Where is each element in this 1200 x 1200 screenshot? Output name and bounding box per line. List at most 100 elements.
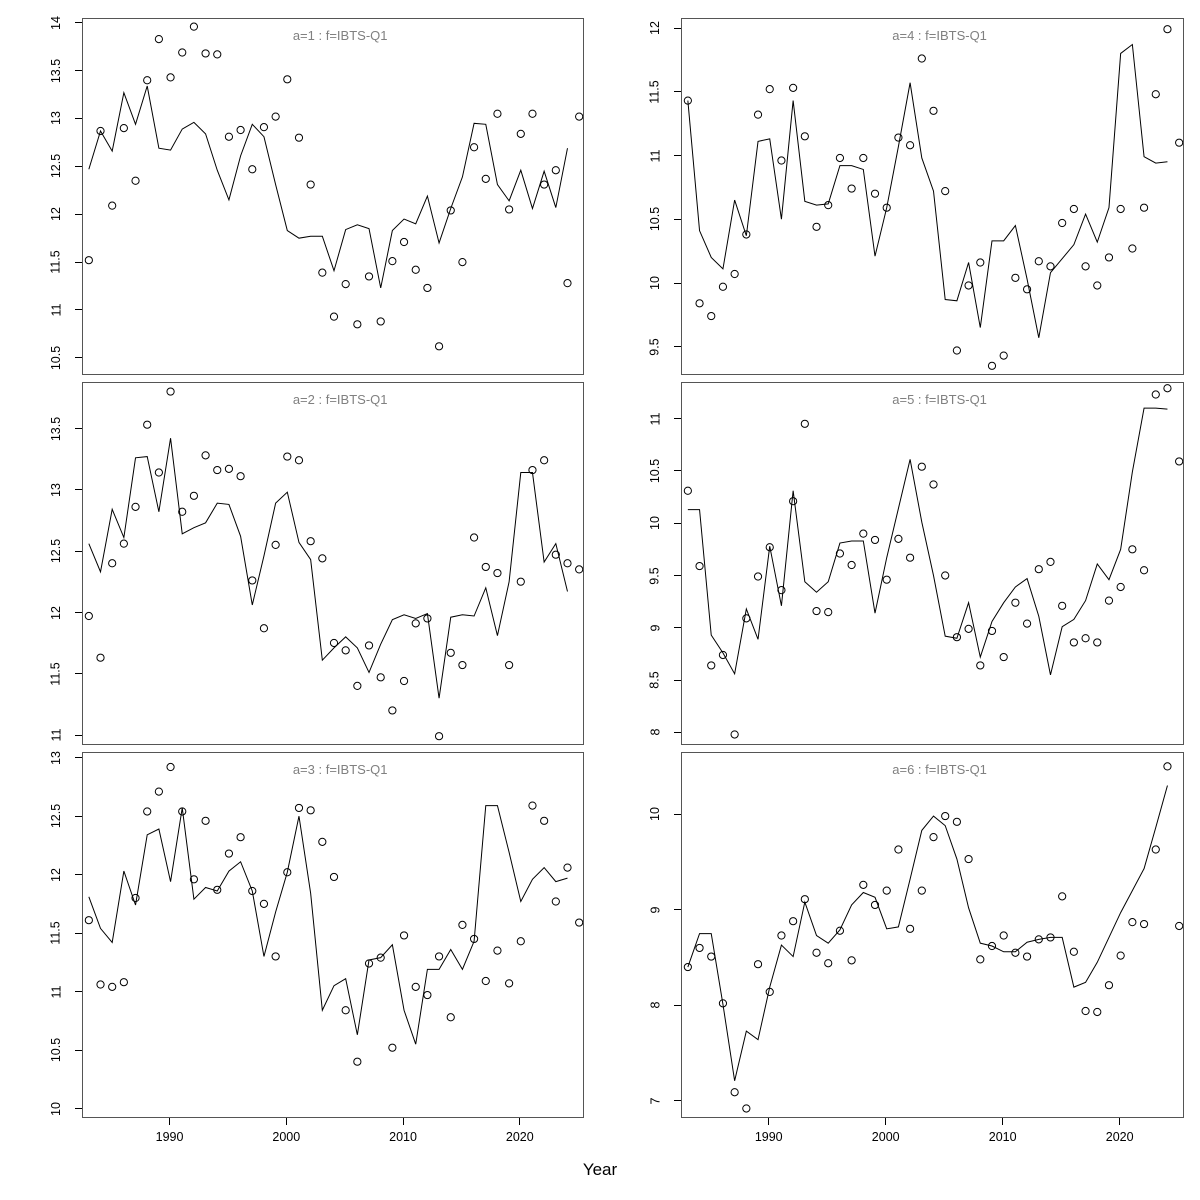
data-point [248, 576, 257, 585]
data-point [283, 452, 292, 461]
data-point [446, 648, 455, 657]
fitted-line [88, 438, 568, 699]
data-point [1151, 390, 1160, 399]
y-tick-mark [75, 1049, 82, 1051]
data-point [376, 673, 385, 682]
y-tick-mark [75, 991, 82, 993]
data-point [789, 917, 798, 926]
data-point [917, 462, 926, 471]
y-tick-mark [75, 309, 82, 311]
panel-title: a=4 : f=IBTS-Q1 [892, 28, 987, 43]
data-point [236, 833, 245, 842]
data-point [131, 176, 140, 185]
data-point [248, 165, 257, 174]
data-point [683, 962, 692, 972]
x-tick-label: 1990 [155, 1130, 184, 1144]
data-point [271, 112, 280, 121]
y-tick-mark [674, 91, 681, 93]
plot-area [681, 18, 1184, 375]
data-point [1139, 566, 1149, 575]
data-point [306, 537, 315, 546]
data-point [166, 762, 175, 772]
data-point [353, 681, 362, 691]
data-point [870, 900, 880, 910]
data-point [84, 916, 93, 925]
data-point [1104, 253, 1114, 262]
data-point [859, 529, 868, 538]
data-point [1128, 244, 1137, 253]
data-point [917, 54, 926, 63]
y-tick-mark [75, 673, 82, 675]
data-point [376, 953, 385, 962]
x-axis-label: Year [582, 1160, 618, 1179]
data-point [952, 817, 961, 826]
data-point [376, 317, 385, 326]
data-point [388, 1043, 397, 1052]
data-point [964, 624, 973, 633]
data-point [695, 299, 704, 308]
data-point [353, 320, 362, 329]
data-point [707, 661, 716, 670]
data-point [423, 283, 432, 293]
y-tick-mark [674, 522, 681, 524]
plot-area [681, 752, 1184, 1118]
data-point [493, 946, 502, 955]
data-point [1034, 257, 1043, 266]
y-tick-mark [674, 627, 681, 629]
data-point [941, 187, 950, 196]
data-point [683, 486, 692, 495]
y-tick-mark [674, 218, 681, 220]
data-point [1116, 204, 1125, 214]
x-tick-mark [1119, 1118, 1121, 1125]
y-tick-mark [75, 117, 82, 119]
data-point [108, 982, 117, 991]
data-point [941, 571, 950, 580]
data-point [248, 886, 257, 896]
data-point [1151, 845, 1160, 854]
data-point [1093, 281, 1102, 290]
data-point [388, 257, 397, 266]
data-point [540, 456, 549, 465]
y-tick-label: 10 [648, 807, 662, 822]
data-point [1069, 204, 1078, 214]
x-tick-label: 2020 [1105, 1130, 1134, 1144]
data-point [812, 606, 821, 616]
data-point [213, 465, 222, 475]
data-point [824, 201, 833, 210]
data-point [824, 608, 833, 617]
data-point [213, 50, 222, 59]
data-point [999, 652, 1008, 662]
x-tick-mark [169, 1118, 171, 1125]
data-point [929, 106, 938, 115]
data-point [166, 73, 175, 82]
data-point [399, 931, 409, 940]
data-point [575, 565, 583, 574]
data-point [96, 653, 105, 662]
data-point [753, 960, 763, 969]
data-point [84, 611, 93, 621]
data-point [999, 931, 1008, 940]
observed-points [683, 762, 1183, 1113]
data-point [695, 561, 704, 571]
data-point [976, 661, 985, 670]
data-point [824, 959, 833, 968]
data-point [718, 282, 728, 291]
data-point [765, 85, 774, 94]
data-point [812, 222, 821, 231]
data-point [551, 897, 560, 906]
x-tick-mark [285, 1118, 287, 1125]
data-point [96, 980, 105, 989]
data-point [859, 880, 868, 889]
data-point [1175, 138, 1183, 147]
x-tick-mark [1002, 1118, 1004, 1125]
y-tick-mark [75, 22, 82, 24]
data-point [964, 854, 973, 864]
data-point [870, 189, 880, 198]
data-point [434, 342, 444, 351]
data-point [528, 801, 537, 810]
data-point [306, 180, 315, 189]
